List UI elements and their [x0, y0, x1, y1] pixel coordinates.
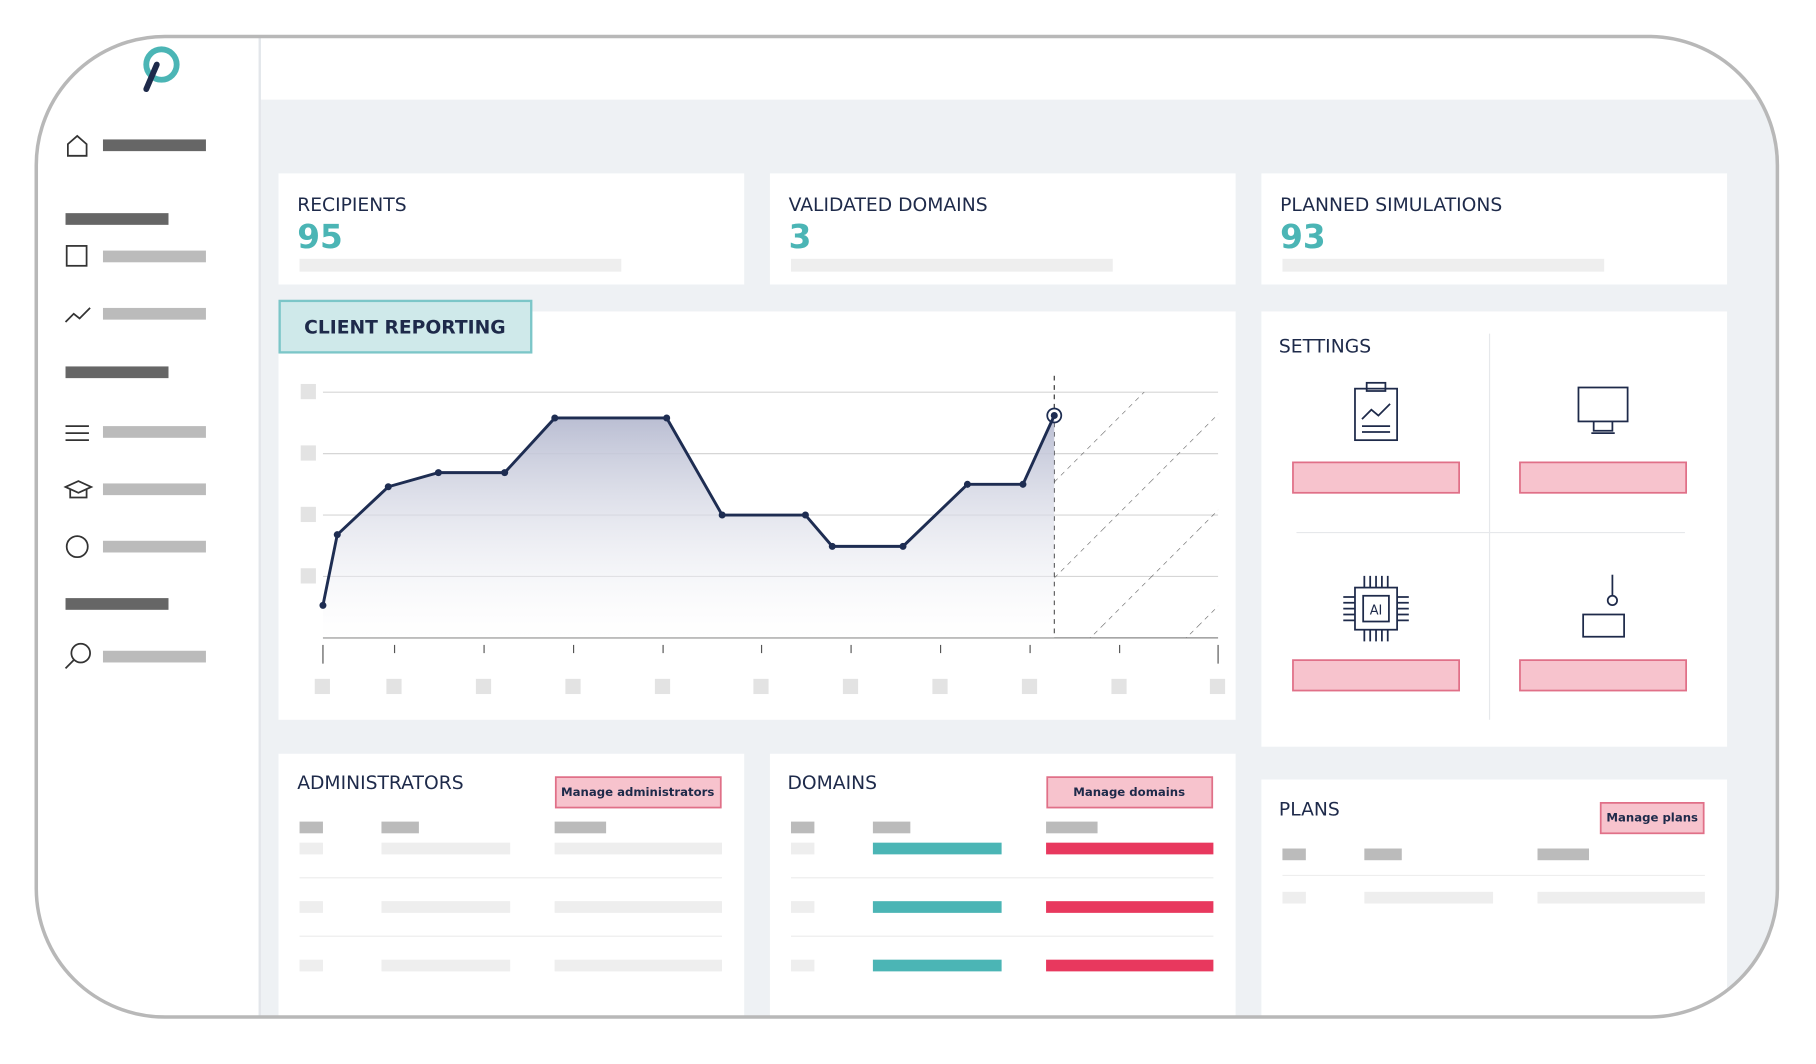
point	[899, 542, 907, 550]
x-tick-placeholder	[654, 678, 671, 695]
point	[663, 414, 671, 422]
point	[319, 601, 327, 609]
settings-grid	[1296, 333, 1685, 720]
point	[828, 542, 836, 550]
y-tick-placeholder	[300, 445, 316, 461]
button-label[interactable]: Manage administrators	[561, 785, 714, 799]
x-tick-placeholder	[842, 678, 859, 695]
nav	[63, 134, 94, 669]
point	[384, 483, 392, 491]
logo	[143, 46, 180, 93]
button[interactable]	[1599, 802, 1705, 835]
settings-icons	[1343, 381, 1629, 642]
administrators-title: ADMINISTRATORS	[297, 773, 463, 794]
stat-label: RECIPIENTS	[297, 195, 406, 216]
stat-label: VALIDATED DOMAINS	[789, 195, 988, 216]
x-tick-placeholder	[1111, 678, 1127, 695]
point-ring	[1046, 407, 1063, 424]
stat-bar	[1282, 258, 1605, 272]
top-bar	[259, 36, 1778, 100]
plans-title: PLANS	[1279, 800, 1340, 821]
button[interactable]	[1046, 776, 1214, 809]
point	[963, 480, 971, 488]
x-tick-placeholder	[386, 678, 402, 695]
frame	[34, 34, 1780, 1019]
point	[501, 469, 509, 477]
forecast-hatch	[1054, 392, 1219, 638]
settings-title: SETTINGS	[1279, 336, 1371, 357]
point	[801, 511, 809, 519]
chart-title: CLIENT REPORTING	[304, 318, 506, 339]
sidebar	[36, 36, 259, 1018]
svg-text:AI: AI	[1370, 603, 1383, 618]
button-label[interactable]: Manage domains	[1073, 785, 1185, 799]
domains-title: DOMAINS	[787, 773, 877, 794]
stat-value: 93	[1280, 218, 1326, 256]
y-tick-placeholder	[300, 506, 316, 523]
point	[1019, 480, 1027, 488]
x-tick-placeholder	[565, 678, 581, 695]
point	[1050, 412, 1058, 420]
chart-title-box	[278, 299, 533, 354]
point	[434, 469, 442, 477]
x-tick-placeholder	[314, 678, 330, 695]
x-tick-placeholder	[475, 678, 492, 695]
stat-value: 3	[789, 218, 812, 256]
point	[333, 531, 341, 539]
stat-value: 95	[297, 218, 343, 256]
point	[718, 511, 726, 519]
button[interactable]	[554, 776, 722, 809]
stat-bar	[790, 258, 1113, 272]
point	[551, 414, 559, 422]
y-tick-placeholder	[300, 568, 316, 584]
x-tick-placeholder	[1021, 678, 1038, 695]
stat-label: PLANNED SIMULATIONS	[1280, 195, 1502, 216]
x-tick-placeholder	[932, 678, 948, 695]
area	[322, 415, 1055, 638]
y-tick-placeholder	[300, 383, 316, 400]
line	[321, 414, 1056, 606]
x-tick-placeholder	[1209, 678, 1226, 695]
x-tick-placeholder	[753, 678, 769, 695]
button-label[interactable]: Manage plans	[1606, 811, 1698, 825]
stat-bar	[299, 258, 622, 272]
